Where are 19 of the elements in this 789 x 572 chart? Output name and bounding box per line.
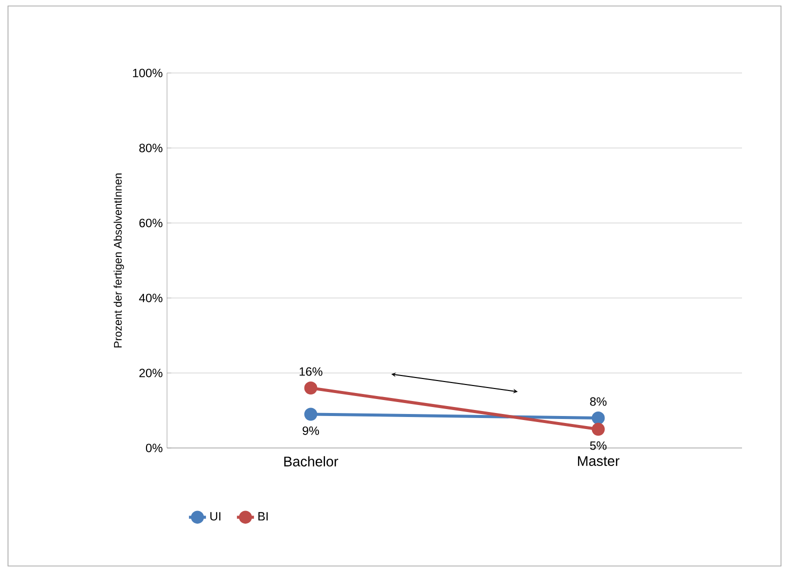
- x-tick-label: Bachelor: [284, 456, 338, 466]
- legend-label: BI: [258, 512, 268, 520]
- point: [592, 411, 605, 424]
- y-tick-label: 80%: [139, 144, 162, 152]
- legend-label: UI: [210, 512, 220, 521]
- point: [304, 381, 318, 394]
- data-label: 8%: [590, 397, 607, 406]
- x-tick-label: Master: [578, 456, 620, 466]
- y-tick-label: 100%: [133, 68, 162, 78]
- point: [304, 408, 318, 421]
- point: [592, 422, 605, 436]
- y-tick-label: 20%: [139, 368, 162, 378]
- data-label: 5%: [590, 441, 607, 450]
- y-tick-label: 0%: [146, 444, 162, 452]
- data-label: 9%: [302, 426, 320, 435]
- y-tick-label: 60%: [139, 218, 162, 228]
- y-axis-title: Prozent der fertigen AbsolventInnen: [114, 173, 124, 348]
- y-tick-label: 40%: [139, 294, 162, 302]
- data-label: 16%: [300, 367, 322, 376]
